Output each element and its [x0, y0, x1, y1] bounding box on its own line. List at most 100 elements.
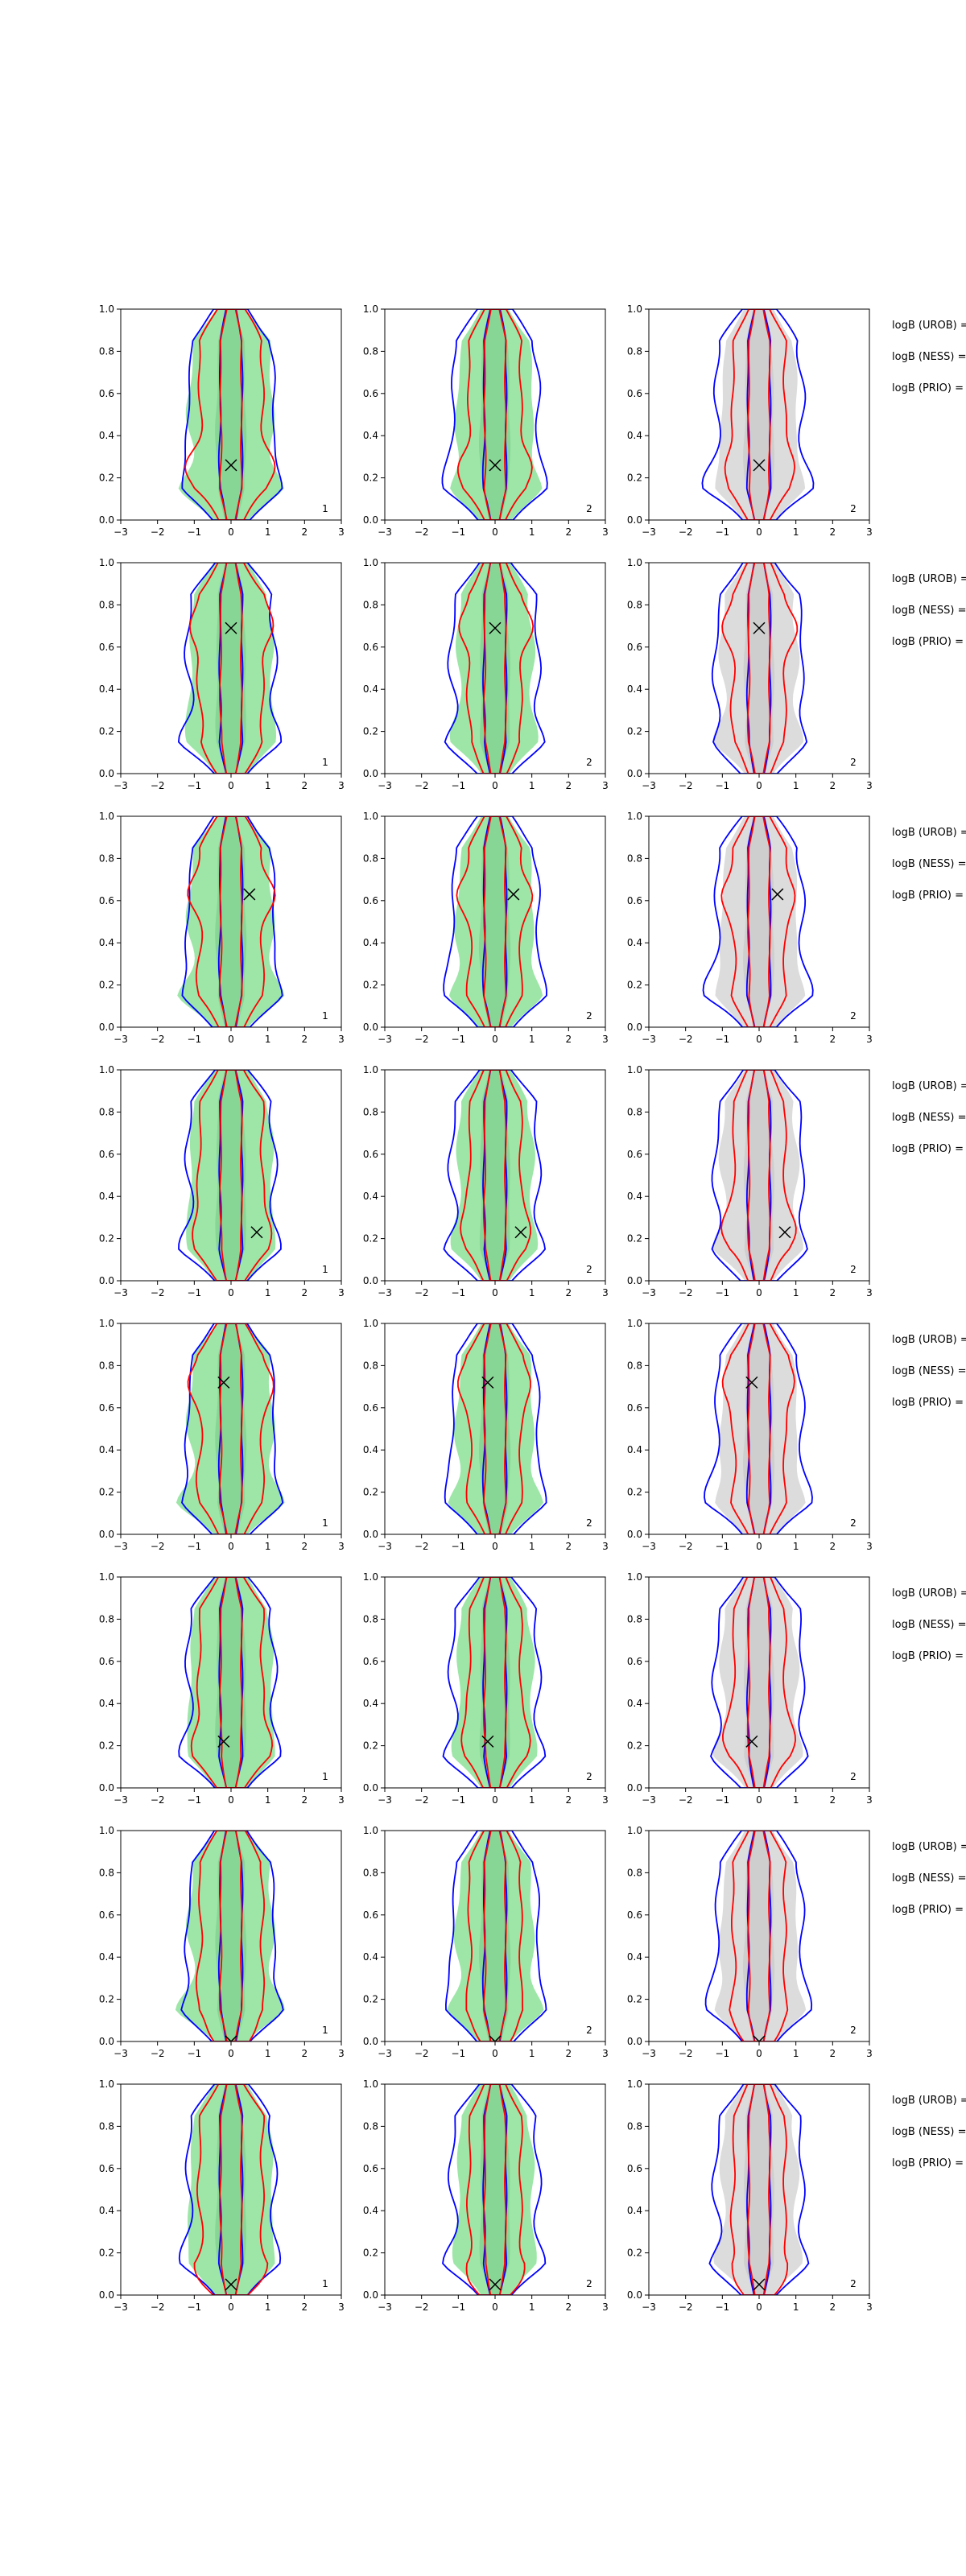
x-tick-label: −2: [151, 780, 165, 791]
y-tick-label: 1.0: [627, 1825, 642, 1836]
density-fill-inner: [215, 1323, 247, 1534]
x-tick-label: 1: [529, 526, 535, 538]
density-fill-inner: [479, 2084, 510, 2295]
y-tick-label: 1.0: [99, 557, 114, 568]
x-tick-label: −2: [415, 1287, 429, 1298]
x-tick-label: 1: [265, 1034, 271, 1045]
x-tick-label: 2: [302, 2301, 308, 2313]
x-tick-label: 1: [265, 1541, 271, 1552]
red-contour-inner: [219, 2084, 243, 2295]
red-contour-outer: [192, 1070, 273, 1281]
red-contour-inner: [482, 563, 507, 774]
true-value-marker: [225, 459, 237, 472]
red-contour-inner: [218, 1323, 243, 1534]
x-tick-label: −3: [378, 2301, 392, 2313]
y-tick-label: 0.2: [627, 473, 642, 484]
blue-contour-outer: [704, 1323, 813, 1534]
red-contour-inner: [746, 2084, 771, 2295]
x-tick-label: 2: [302, 526, 308, 538]
y-tick-label: 0.2: [99, 1994, 114, 2005]
y-tick-label: 0.4: [99, 1951, 114, 1963]
y-tick-label: 0.2: [627, 980, 642, 991]
x-tick-label: 2: [302, 780, 308, 791]
y-tick-label: 0.0: [627, 1782, 642, 1794]
panel-index-label: 1: [322, 2025, 328, 2036]
density-fill-inner: [742, 1831, 775, 2041]
x-tick-label: 1: [793, 1034, 799, 1045]
y-tick-label: 0.8: [627, 1106, 642, 1117]
x-tick-label: 3: [866, 1034, 873, 1045]
y-tick-label: 0.0: [627, 2036, 642, 2047]
x-tick-label: −3: [642, 2048, 656, 2059]
panel-index-label: 2: [850, 1010, 857, 1022]
y-tick-label: 0.0: [363, 1275, 378, 1286]
logB-annotation: logB (NESS) =: [892, 605, 966, 617]
panel-index-label: 2: [850, 1264, 857, 1275]
y-tick-label: 1.0: [627, 303, 642, 315]
blue-contour-inner: [481, 816, 508, 1027]
y-tick-label: 1.0: [363, 1825, 378, 1836]
x-tick-label: 0: [492, 1541, 498, 1552]
y-tick-label: 1.0: [363, 1064, 378, 1075]
x-tick-label: 0: [228, 2301, 234, 2313]
y-tick-label: 0.0: [99, 1022, 114, 1033]
x-tick-label: −1: [187, 1541, 201, 1552]
y-tick-label: 0.6: [363, 1402, 378, 1414]
x-tick-label: 2: [566, 1794, 572, 1806]
x-tick-label: 0: [492, 1794, 498, 1806]
panel-r5-c3: −3 −2 −1 0 1 2 3 0.0 0.2 0.4 0.6 0.8 1.0 2: [627, 1318, 873, 1552]
x-tick-label: 0: [756, 780, 762, 791]
x-tick-label: 2: [830, 1034, 836, 1045]
x-tick-label: 1: [265, 526, 271, 538]
y-tick-label: 0.0: [627, 2289, 642, 2301]
blue-contour-outer: [181, 1323, 284, 1534]
y-tick-label: 0.4: [363, 937, 378, 948]
x-tick-label: 0: [492, 1034, 498, 1045]
x-tick-label: 2: [302, 2048, 308, 2059]
x-tick-label: −2: [151, 2301, 165, 2313]
red-contour-outer: [721, 563, 799, 774]
panel-index-label: 1: [322, 757, 328, 768]
y-tick-label: 0.6: [99, 895, 114, 906]
panel-r7-c2: −3 −2 −1 0 1 2 3 0.0 0.2 0.4 0.6 0.8 1.0 2: [363, 1825, 609, 2059]
red-contour-outer: [195, 1831, 266, 2041]
x-tick-label: 2: [830, 1794, 836, 1806]
true-value-marker: [745, 1735, 758, 1748]
blue-contour-inner: [217, 816, 244, 1027]
red-contour-outer: [190, 1577, 274, 1788]
x-tick-label: 3: [866, 2048, 873, 2059]
logB-annotation: logB (NESS) =: [892, 351, 966, 363]
y-tick-label: 0.2: [363, 726, 378, 737]
red-contour-inner: [482, 1831, 507, 2041]
x-tick-label: −3: [378, 1541, 392, 1552]
y-tick-label: 0.2: [99, 980, 114, 991]
x-tick-label: 1: [265, 2301, 271, 2313]
panel-index-label: 2: [850, 503, 857, 514]
true-value-marker: [753, 459, 766, 472]
x-tick-label: 2: [830, 780, 836, 791]
x-tick-label: −3: [114, 1034, 128, 1045]
y-tick-label: 0.6: [363, 1149, 378, 1160]
x-tick-label: 0: [756, 1541, 762, 1552]
y-tick-label: 1.0: [99, 303, 114, 315]
blue-contour-outer: [444, 563, 546, 774]
y-tick-label: 0.2: [363, 1233, 378, 1245]
y-tick-label: 0.4: [627, 683, 642, 695]
y-tick-label: 0.8: [99, 1106, 114, 1117]
x-tick-label: 1: [793, 1287, 799, 1298]
logB-annotation: logB (PRIO) =: [892, 1143, 964, 1155]
panel-index-label: 2: [586, 2278, 592, 2289]
red-contour-outer: [465, 2084, 526, 2295]
x-tick-label: 2: [566, 526, 572, 538]
logB-annotation: logB (PRIO) =: [892, 636, 964, 648]
logB-annotation: logB (NESS) =: [892, 1112, 966, 1124]
true-value-marker: [489, 2278, 502, 2291]
x-tick-label: −3: [642, 1034, 656, 1045]
red-contour-inner: [746, 1070, 771, 1281]
x-tick-label: 2: [830, 2301, 836, 2313]
y-tick-label: 0.2: [627, 1740, 642, 1752]
x-tick-label: −1: [451, 780, 465, 791]
logB-annotation: logB (UROB) =: [892, 2095, 966, 2107]
x-tick-label: −2: [415, 2048, 429, 2059]
